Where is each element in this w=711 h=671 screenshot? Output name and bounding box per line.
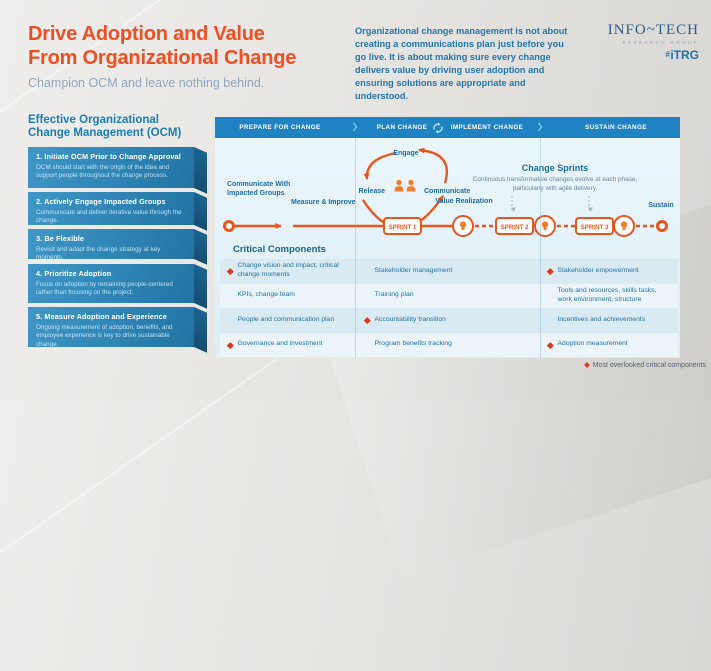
table-cell: Program benefits tracking bbox=[374, 340, 452, 348]
sidebar-card-3: 3. Be Flexible Revisit and adapt the cha… bbox=[28, 229, 207, 265]
sustain-label: Sustain bbox=[648, 202, 674, 209]
table-cell: Training plan bbox=[374, 291, 414, 299]
table-footnote: Most overlooked critical components bbox=[460, 362, 706, 369]
cycle-engage-label: Engage bbox=[393, 150, 418, 157]
card-body: Focus on adoption by remaining people-ce… bbox=[36, 280, 173, 297]
card-fold bbox=[194, 307, 207, 353]
itrg-text: iTRG bbox=[670, 48, 699, 62]
itrg-hash-icon: # bbox=[665, 50, 670, 59]
flag-diamond-icon bbox=[583, 362, 590, 368]
sprint-3-box: SPRINT 3 bbox=[575, 217, 614, 235]
card-body: Ongoing measurement of adoption, benefit… bbox=[36, 323, 173, 348]
card-title: 1. Initiate OCM Prior to Change Approval bbox=[36, 152, 181, 161]
timeline-end-ring bbox=[656, 220, 668, 232]
card-title: 3. Be Flexible bbox=[36, 234, 85, 243]
svg-text:SPRINT 1: SPRINT 1 bbox=[389, 224, 417, 231]
table-row: Governance and investment Program benefi… bbox=[220, 332, 678, 358]
table-row: KPIs, change team Training plan Tools an… bbox=[220, 283, 678, 308]
page-subtitle: Champion OCM and leave nothing behind. bbox=[28, 76, 265, 90]
card-fold bbox=[194, 147, 207, 194]
card-title: 2. Actively Engage Impacted Groups bbox=[36, 197, 166, 206]
value-realization-icon bbox=[613, 215, 635, 237]
table-cell: Incentives and achievements bbox=[557, 315, 646, 323]
change-sprints-body: Continuous transformative changes evolve… bbox=[472, 176, 638, 192]
table-row: People and communication plan Accountabi… bbox=[220, 308, 678, 333]
card-fold bbox=[194, 229, 207, 265]
phase-bar: PREPARE FOR CHANGE ❯ PLAN CHANGE IMPLEME… bbox=[215, 117, 680, 138]
table-cell: People and communication plan bbox=[237, 315, 335, 323]
critical-components-heading: Critical Components bbox=[233, 244, 326, 255]
value-realization-label: Value Realization bbox=[435, 198, 493, 205]
background-diagonal-line bbox=[0, 348, 291, 671]
people-icon bbox=[394, 179, 416, 192]
sprint-2-box: SPRINT 2 bbox=[495, 217, 534, 235]
sprint-1-box: SPRINT 1 bbox=[383, 217, 422, 235]
table-cell: Tools and resources, skills tasks, work … bbox=[557, 286, 657, 303]
timeline-start-ring bbox=[223, 220, 235, 232]
table-row: Change vision and impact, critical chang… bbox=[220, 259, 678, 284]
measure-improve-label: Measure & Improve bbox=[291, 199, 356, 206]
cycle-release-label: Release bbox=[359, 188, 386, 195]
card-title: 5. Measure Adoption and Experience bbox=[36, 312, 167, 321]
phase-sustain: SUSTAIN CHANGE bbox=[585, 124, 647, 131]
card-body: OCM should start with the origin of the … bbox=[36, 163, 170, 180]
panel-divider bbox=[355, 138, 356, 358]
svg-text:SPRINT 2: SPRINT 2 bbox=[501, 224, 529, 231]
sidebar-card-1: 1. Initiate OCM Prior to Change Approval… bbox=[28, 147, 207, 194]
table-cell: Stakeholder empowerment bbox=[540, 259, 678, 284]
critical-components-table: Change vision and impact, critical chang… bbox=[220, 259, 678, 357]
value-realization-icon bbox=[534, 215, 556, 237]
card-body: Communicate and deliver iterative value … bbox=[36, 208, 182, 225]
panel-body: Engage Release Communicate SPRINT 1 SPR bbox=[215, 138, 680, 358]
table-cell: Stakeholder management bbox=[374, 266, 453, 274]
table-cell: KPIs, change team bbox=[237, 291, 295, 299]
communicate-impacted-label: Communicate With Impacted Groups bbox=[227, 181, 291, 198]
svg-text:SPRINT 3: SPRINT 3 bbox=[581, 224, 609, 231]
logo-brand-text: INFO~TECH bbox=[607, 22, 699, 38]
page-title-line1: Drive Adoption and Value bbox=[28, 23, 265, 45]
chevron-right-icon: ❯ bbox=[536, 122, 544, 131]
logo-subtext: RESEARCH GROUP bbox=[622, 40, 699, 45]
table-cell: Accountability transition bbox=[357, 308, 540, 333]
cycle-arc-right bbox=[418, 147, 448, 184]
value-realization-icon bbox=[452, 215, 474, 237]
table-cell: Adoption measurement bbox=[540, 333, 678, 358]
panel-divider bbox=[540, 138, 541, 358]
itrg-logo: #iTRG bbox=[608, 48, 699, 62]
change-sprints-title: Change Sprints bbox=[521, 163, 589, 173]
sidebar-heading: Effective Organizational Change Manageme… bbox=[28, 114, 182, 139]
card-fold bbox=[194, 192, 207, 231]
card-body: Revisit and adapt the change strategy at… bbox=[36, 245, 161, 262]
change-sprint-timeline: Engage Release Communicate SPRINT 1 SPR bbox=[223, 147, 668, 237]
card-fold bbox=[194, 264, 207, 309]
card-title: 4. Prioritize Adoption bbox=[36, 269, 112, 278]
chevron-right-icon: ❯ bbox=[351, 122, 359, 131]
cycle-arc-left bbox=[363, 151, 397, 180]
phase-prepare: PREPARE FOR CHANGE bbox=[239, 124, 321, 131]
phase-implement: IMPLEMENT CHANGE bbox=[450, 124, 524, 131]
main-panel: PREPARE FOR CHANGE ❯ PLAN CHANGE IMPLEME… bbox=[215, 117, 680, 358]
sidebar-card-4: 4. Prioritize Adoption Focus on adoption… bbox=[28, 264, 207, 309]
table-cell: Governance and investment bbox=[220, 333, 357, 358]
cycle-communicate-label: Communicate bbox=[424, 188, 470, 195]
table-cell: Change vision and impact, critical chang… bbox=[220, 259, 357, 284]
cycle-icon bbox=[432, 121, 444, 139]
page-title-line2: From Organizational Change bbox=[28, 47, 297, 70]
sidebar-card-5: 5. Measure Adoption and Experience Ongoi… bbox=[28, 307, 207, 353]
intro-paragraph: Organizational change management is not … bbox=[355, 26, 568, 102]
infotech-logo: INFO~TECH RESEARCH GROUP #iTRG bbox=[608, 22, 699, 62]
phase-plan: PLAN CHANGE bbox=[376, 124, 428, 131]
sidebar-card-2: 2. Actively Engage Impacted Groups Commu… bbox=[28, 192, 207, 231]
page-title: Drive Adoption and Value From Organizati… bbox=[28, 22, 296, 71]
